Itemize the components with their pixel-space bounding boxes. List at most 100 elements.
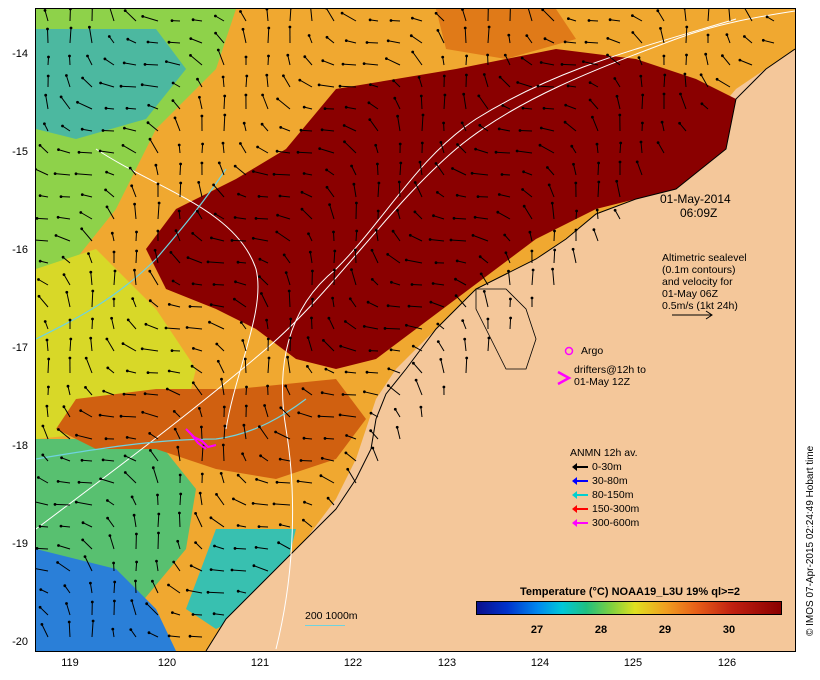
velocity-arrow <box>497 211 511 220</box>
velocity-arrow-head <box>76 100 79 104</box>
drifters-label-line2: 01-May 12Z <box>574 376 631 388</box>
velocity-arrow <box>280 524 291 528</box>
velocity-arrow <box>763 39 775 44</box>
velocity-arrow <box>640 141 643 154</box>
velocity-arrow-head <box>516 81 520 84</box>
velocity-arrow-head <box>216 359 220 363</box>
velocity-arrow-head <box>387 367 391 371</box>
velocity-arrow-head <box>363 390 366 394</box>
velocity-arrow <box>267 27 270 44</box>
velocity-arrow-head <box>393 96 397 100</box>
velocity-arrow <box>58 149 71 154</box>
velocity-arrow-head <box>167 369 171 373</box>
velocity-arrow <box>437 341 445 352</box>
lat-label: -17 <box>12 342 28 354</box>
velocity-arrow-head <box>306 336 310 339</box>
velocity-arrow-head <box>62 273 66 276</box>
velocity-arrow <box>104 58 115 66</box>
velocity-arrow <box>349 298 357 308</box>
velocity-arrow <box>145 393 159 396</box>
velocity-arrow-head <box>439 141 443 144</box>
velocity-arrow <box>412 17 423 22</box>
velocity-arrow-head <box>477 94 481 98</box>
velocity-arrow-head <box>396 209 399 212</box>
velocity-arrow-head <box>177 209 181 213</box>
velocity-arrow <box>319 84 335 88</box>
velocity-arrow-head <box>239 10 242 13</box>
velocity-arrow <box>91 620 94 638</box>
velocity-arrow-head <box>463 26 467 30</box>
velocity-arrow-head <box>102 389 106 393</box>
velocity-arrow-head <box>348 297 352 301</box>
velocity-arrow-head <box>595 142 599 146</box>
velocity-arrow <box>131 496 137 506</box>
velocity-arrow-head <box>167 634 171 638</box>
velocity-arrow-head <box>134 579 137 583</box>
velocity-arrow-head <box>263 404 266 407</box>
velocity-arrow <box>155 165 159 176</box>
velocity-arrow-head <box>257 525 261 528</box>
velocity-arrow <box>368 102 379 110</box>
velocity-arrow-head <box>108 534 112 537</box>
velocity-arrow <box>455 278 467 286</box>
velocity-arrow <box>87 55 93 66</box>
velocity-arrow-head <box>409 34 413 38</box>
velocity-arrow-head <box>255 478 258 481</box>
velocity-arrow <box>344 141 357 154</box>
velocity-arrow <box>120 415 137 418</box>
velocity-arrow-head <box>332 230 335 234</box>
velocity-arrow <box>297 151 313 154</box>
velocity-arrow <box>384 327 401 330</box>
velocity-arrow-head <box>105 170 108 174</box>
velocity-arrow-head <box>261 93 264 97</box>
velocity-arrow-head <box>278 194 282 198</box>
velocity-arrow <box>517 150 533 154</box>
velocity-arrow-head <box>310 316 313 320</box>
velocity-arrow <box>201 445 204 462</box>
velocity-arrow <box>258 426 269 440</box>
velocity-arrow-head <box>618 160 622 164</box>
velocity-arrow-head <box>367 101 371 105</box>
velocity-arrow <box>113 270 116 286</box>
velocity-arrow-head <box>486 317 490 321</box>
velocity-arrow <box>100 414 115 418</box>
velocity-arrow-head <box>296 479 300 483</box>
velocity-arrow <box>632 15 643 22</box>
velocity-arrow <box>375 230 379 242</box>
velocity-arrow <box>122 343 137 352</box>
velocity-arrow-head <box>241 339 245 342</box>
velocity-arrow <box>519 130 533 132</box>
velocity-arrow-head <box>113 599 116 603</box>
velocity-arrow <box>76 501 93 506</box>
velocity-arrow <box>191 365 203 374</box>
velocity-arrow <box>146 603 159 616</box>
velocity-arrow-head <box>62 405 66 409</box>
velocity-arrow <box>102 130 115 132</box>
velocity-arrow <box>100 82 115 88</box>
velocity-arrow-head <box>641 121 644 125</box>
velocity-arrow-head <box>112 561 115 565</box>
velocity-arrow-head <box>75 433 78 437</box>
velocity-arrow-head <box>46 27 49 31</box>
velocity-arrow-head <box>67 620 71 624</box>
velocity-arrow-head <box>146 121 150 125</box>
velocity-arrow-head <box>81 538 85 542</box>
velocity-arrow-head <box>233 164 237 168</box>
velocity-arrow-head <box>456 143 459 146</box>
velocity-arrow-head <box>370 248 374 252</box>
velocity-arrow-head <box>376 162 379 166</box>
velocity-arrow-head <box>59 195 63 199</box>
velocity-arrow <box>207 261 225 264</box>
velocity-arrow <box>495 151 511 154</box>
velocity-arrow <box>301 208 313 220</box>
velocity-arrow-head <box>362 62 366 65</box>
velocity-arrow-head <box>215 342 219 346</box>
velocity-arrow <box>213 184 225 198</box>
velocity-arrow-head <box>679 92 682 96</box>
velocity-arrow <box>38 295 49 308</box>
velocity-arrow-head <box>123 126 126 130</box>
velocity-arrow <box>134 204 137 220</box>
velocity-arrow-head <box>66 384 70 388</box>
velocity-arrow <box>739 59 753 66</box>
velocity-arrow-head <box>331 296 334 300</box>
